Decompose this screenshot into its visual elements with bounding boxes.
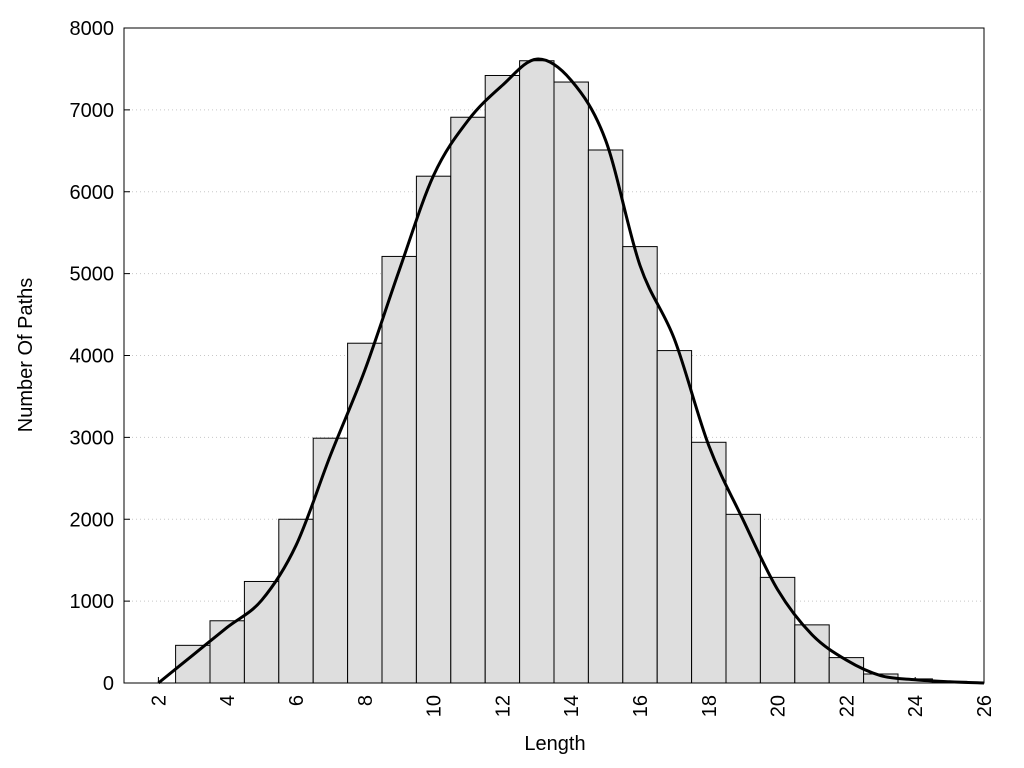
x-tick-label: 10 (424, 695, 446, 717)
bar (759, 576, 796, 684)
y-tick-label: 7000 (70, 100, 115, 122)
x-tick-label: 22 (836, 695, 858, 717)
bar (484, 74, 521, 684)
bar (828, 657, 865, 684)
x-axis-label: Length (524, 733, 585, 755)
y-tick-label: 1000 (70, 591, 115, 613)
bar (209, 620, 245, 684)
curve (157, 57, 985, 685)
x-tick-label: 14 (561, 695, 583, 717)
bar (243, 580, 280, 684)
y-tick-label: 6000 (70, 182, 115, 204)
x-tick-label: 26 (974, 695, 996, 717)
bar (587, 149, 624, 684)
x-tick-label: 8 (355, 695, 377, 706)
bar (415, 175, 452, 684)
x-tick-label: 6 (286, 695, 308, 706)
x-tick-label: 12 (492, 695, 514, 717)
y-axis-label: Number Of Paths (15, 278, 37, 433)
y-tick-label: 4000 (70, 346, 115, 368)
x-tick-label: 18 (699, 695, 721, 717)
bar (519, 60, 555, 684)
x-tick-label: 4 (217, 695, 239, 706)
x-tick-label: 2 (148, 695, 170, 706)
x-tick-label: 20 (768, 695, 790, 717)
plot-frame (123, 27, 985, 684)
bar (656, 350, 693, 684)
bar (553, 81, 589, 684)
x-tick-label: 24 (905, 695, 927, 717)
x-tick-label: 16 (630, 695, 652, 717)
y-tick-label: 3000 (70, 427, 115, 449)
y-tick-label: 5000 (70, 264, 115, 286)
bar (725, 513, 761, 684)
y-tick-label: 0 (103, 673, 114, 695)
y-tick-label: 8000 (70, 18, 115, 40)
bar (312, 437, 349, 684)
bar (381, 255, 417, 684)
bar (691, 441, 727, 684)
bar (450, 116, 486, 684)
bar (622, 246, 658, 684)
y-tick-label: 2000 (70, 509, 115, 531)
bar (347, 342, 383, 684)
